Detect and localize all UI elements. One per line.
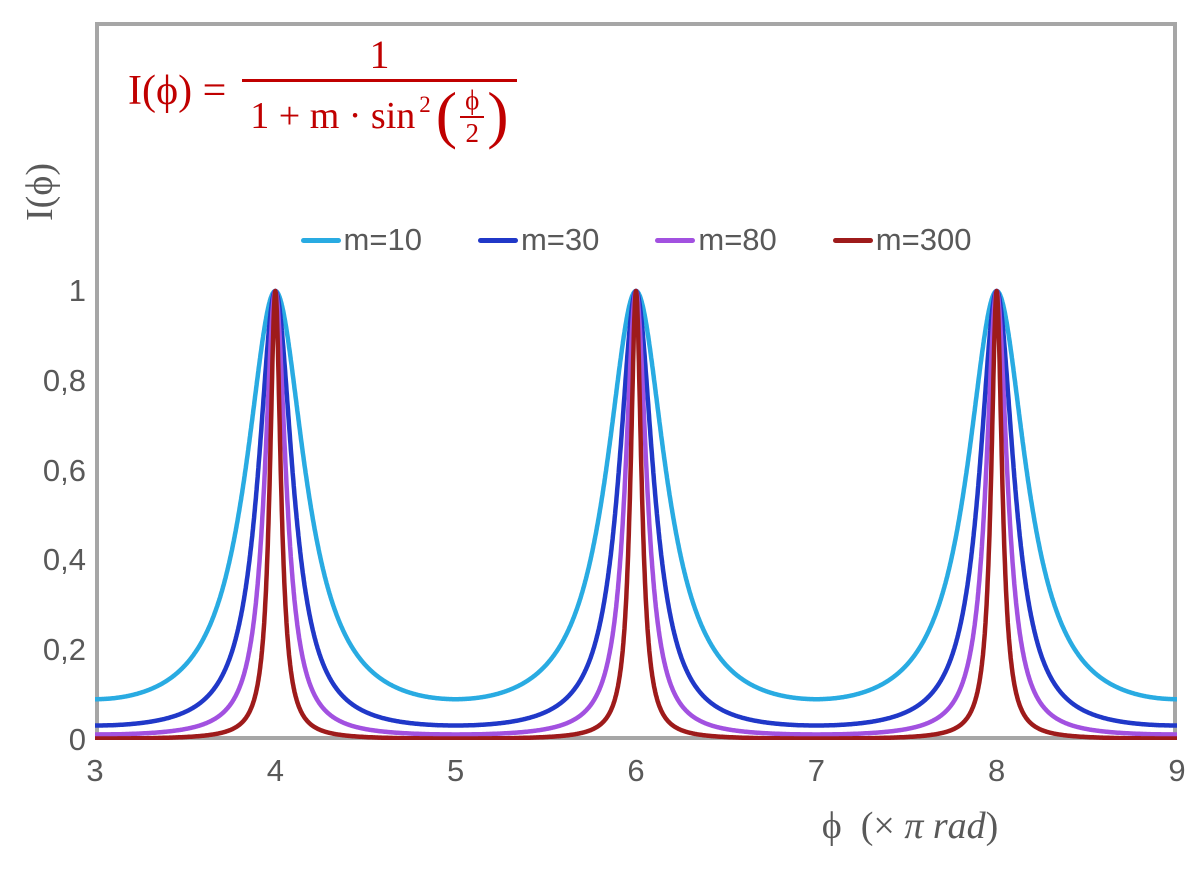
legend-line-icon [655,237,696,243]
formula-numerator: 1 [369,32,390,77]
legend-label: m=10 [343,222,422,257]
x-tick-label: 5 [447,753,465,788]
legend-line-icon [300,237,341,243]
x-tick-label: 7 [807,753,825,788]
y-tick-label: 0,2 [42,632,86,668]
legend-line-icon [832,237,873,243]
x-tick-label: 9 [1168,753,1186,788]
formula-denominator: 1 + m · sin 2 ( ϕ 2 ) [242,78,517,150]
y-tick-label: 0,6 [42,452,86,488]
x-axis-title-phi: ϕ [821,805,842,847]
curve-m=80 [95,288,1177,737]
formula-exponent: 2 [419,91,431,117]
formula-inner-fraction: ϕ 2 [460,87,485,148]
legend-item-m=80: m=80 [655,222,777,258]
curve-m=30 [95,288,1177,728]
formula-inner-numerator: ϕ [460,87,485,118]
x-axis-title: ϕ (× π rad) [822,804,999,848]
y-tick-label: 0,8 [42,362,86,398]
y-axis-title: I(ϕ) [19,163,61,221]
plot-frame [95,22,1177,740]
x-axis-title-close: ) [985,805,999,847]
legend-label: m=300 [875,222,972,257]
curve-group [95,288,1177,740]
formula-annotation: I(ϕ) = 1 1 + m · sin 2 ( ϕ 2 ) [128,34,517,147]
x-axis-title-mid: (× [841,805,905,847]
formula-den-text: 1 + m · sin [250,95,416,138]
formula-paren-close: ) [487,78,509,150]
x-tick-label: 8 [988,753,1006,788]
x-tick-label: 4 [266,753,284,788]
legend-label: m=80 [698,222,777,257]
y-tick-label: 1 [68,273,86,308]
formula-fraction: 1 1 + m · sin 2 ( ϕ 2 ) [242,32,517,150]
legend-label: m=30 [520,222,600,257]
y-tick-label: 0 [68,722,86,757]
x-axis-title-unit: π rad [904,805,986,847]
formula-lhs: I(ϕ) = [128,67,227,114]
x-tick-label: 3 [86,753,104,788]
plot-area [95,22,1177,740]
x-tick-label: 6 [627,753,645,788]
legend: m=10 m=30 m=80 m=300 [95,222,1177,258]
legend-item-m=300: m=300 [832,222,972,258]
y-tick-label: 0,4 [42,542,86,578]
legend-item-m=10: m=10 [300,222,422,258]
formula-inner-denominator: 2 [465,118,479,148]
curve-m=300 [95,288,1177,740]
legend-item-m=30: m=30 [477,222,600,258]
formula-paren-open: ( [435,78,458,150]
legend-line-icon [477,237,518,243]
